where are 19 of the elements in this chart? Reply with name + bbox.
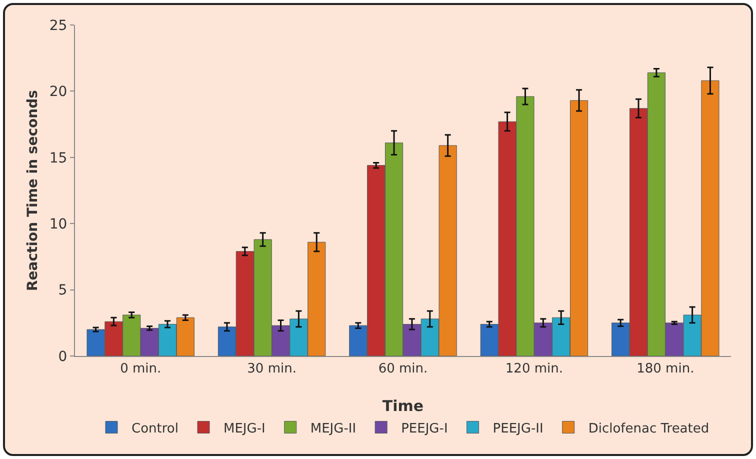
legend-label: PEEJG-I [401, 421, 448, 436]
x-tick-label: 120 min. [505, 362, 563, 377]
y-tick-label: 15 [49, 150, 68, 166]
x-axis-title: Time [382, 397, 424, 415]
y-tick-label: 5 [58, 282, 68, 299]
y-tick-label: 10 [49, 216, 68, 232]
x-tick-label: 30 min. [247, 362, 296, 377]
y-tick-label: 20 [49, 84, 68, 100]
y-tick-label: 25 [49, 18, 68, 34]
y-tick-label: 0 [58, 348, 68, 365]
x-tick-label: 60 min. [378, 362, 428, 377]
y-axis-title: Reaction Time in seconds [25, 90, 41, 291]
legend-label: PEEJG-II [492, 421, 544, 436]
legend-label: Control [132, 421, 178, 436]
legend-label: MEJG-II [310, 421, 356, 436]
legend-label: MEJG-I [224, 421, 266, 436]
x-tick-label: 180 min. [636, 362, 694, 377]
x-tick-label: 0 min. [120, 362, 162, 377]
legend-label: Diclofenac Treated [588, 421, 710, 436]
